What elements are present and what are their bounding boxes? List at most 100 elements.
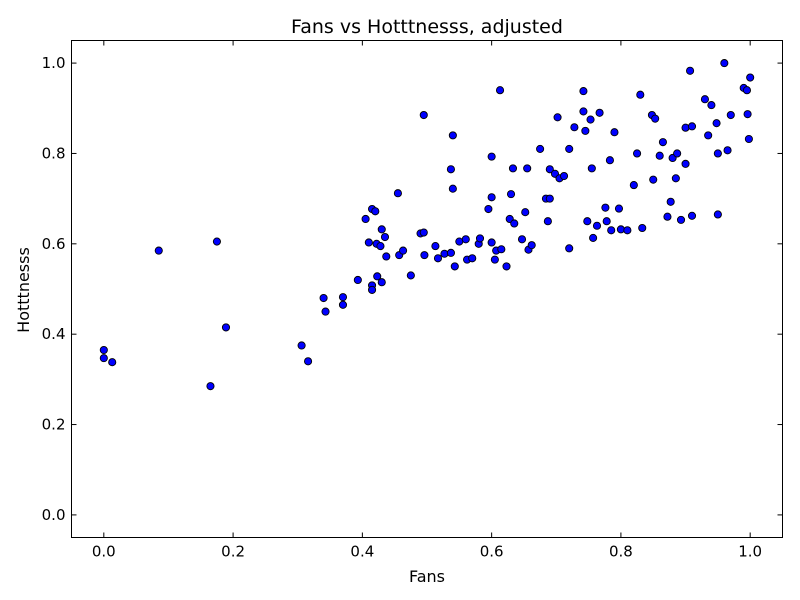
- data-point: [663, 212, 672, 221]
- data-point: [338, 300, 348, 309]
- x-axis-label: Fans: [409, 567, 445, 586]
- data-point: [712, 119, 721, 128]
- data-point: [419, 111, 428, 120]
- data-point: [602, 217, 611, 226]
- data-point: [399, 246, 408, 255]
- data-point: [700, 95, 709, 104]
- x-tick-label: 0.6: [480, 543, 504, 561]
- data-point: [475, 234, 485, 243]
- data-point: [649, 175, 658, 184]
- data-point: [446, 248, 455, 257]
- data-point: [99, 345, 108, 355]
- data-point: [720, 59, 729, 68]
- data-point: [431, 242, 440, 251]
- data-point: [726, 111, 735, 120]
- data-point: [361, 214, 370, 224]
- data-point: [368, 285, 377, 294]
- y-tick-label: 1.0: [42, 54, 66, 72]
- data-point: [586, 115, 595, 124]
- data-point: [508, 164, 518, 173]
- data-point: [681, 159, 690, 168]
- data-point: [376, 242, 385, 251]
- data-point: [377, 225, 386, 234]
- x-tick-label: 0.2: [221, 543, 245, 561]
- data-point: [297, 341, 306, 350]
- data-point: [570, 123, 579, 132]
- data-point: [553, 113, 562, 122]
- x-tick-label: 0.8: [609, 543, 633, 561]
- data-point: [666, 197, 675, 206]
- data-point: [638, 223, 647, 233]
- data-point: [393, 189, 402, 198]
- data-point: [713, 149, 722, 158]
- y-tick-label: 0.6: [42, 235, 66, 253]
- data-point: [607, 226, 616, 235]
- data-point: [655, 151, 664, 160]
- data-point: [108, 358, 117, 367]
- data-points: [99, 59, 755, 391]
- data-point: [565, 144, 574, 153]
- data-point: [686, 66, 695, 75]
- y-tick-label: 0.8: [42, 144, 66, 162]
- data-point: [448, 131, 457, 140]
- data-point: [484, 204, 493, 214]
- data-point: [406, 271, 415, 280]
- data-point: [723, 146, 732, 155]
- data-point: [595, 108, 604, 117]
- axis-ticks: 0.0 0.2 0.4 0.6 0.8 1.0 0.0 0.2 0.4 0.6 0.8 1.0: [42, 40, 783, 561]
- y-tick-label: 0.0: [42, 506, 66, 524]
- data-point: [743, 110, 752, 119]
- data-point: [681, 123, 690, 132]
- data-point: [371, 207, 380, 216]
- data-point: [380, 232, 390, 242]
- data-point: [587, 164, 596, 173]
- data-point: [671, 174, 680, 183]
- data-point: [676, 215, 686, 224]
- data-point: [633, 149, 642, 158]
- data-point: [450, 262, 459, 271]
- data-point: [99, 354, 108, 363]
- data-point: [605, 156, 614, 165]
- data-point: [581, 126, 590, 135]
- data-point: [338, 293, 348, 302]
- data-point: [502, 262, 511, 271]
- data-point: [610, 128, 619, 137]
- data-point: [742, 86, 752, 95]
- data-point: [506, 190, 516, 199]
- data-point: [707, 101, 716, 110]
- data-point: [382, 252, 391, 261]
- data-point: [579, 107, 588, 116]
- y-tick-label: 0.4: [42, 325, 66, 343]
- data-point: [446, 165, 455, 174]
- data-point: [321, 307, 330, 316]
- data-point: [487, 152, 496, 161]
- data-point: [579, 87, 588, 96]
- data-point: [545, 165, 554, 174]
- data-point: [636, 90, 645, 99]
- data-point: [614, 204, 624, 213]
- data-point: [206, 382, 215, 391]
- data-point: [353, 275, 362, 285]
- data-point: [154, 246, 163, 255]
- data-point: [543, 217, 552, 226]
- data-point: [687, 122, 697, 131]
- data-point: [559, 171, 569, 181]
- data-point: [658, 138, 667, 147]
- data-point: [521, 208, 530, 217]
- data-point: [589, 233, 598, 242]
- data-point: [527, 241, 536, 250]
- data-point: [448, 184, 457, 193]
- data-point: [713, 210, 722, 219]
- data-point: [373, 272, 382, 281]
- data-point: [523, 164, 532, 173]
- data-point: [651, 114, 660, 123]
- data-point: [364, 238, 373, 247]
- data-point: [461, 235, 470, 244]
- data-point: [221, 323, 231, 332]
- data-point: [601, 203, 610, 212]
- data-point: [420, 251, 429, 260]
- data-point: [468, 254, 477, 263]
- y-axis-label: Hotttnesss: [14, 247, 33, 333]
